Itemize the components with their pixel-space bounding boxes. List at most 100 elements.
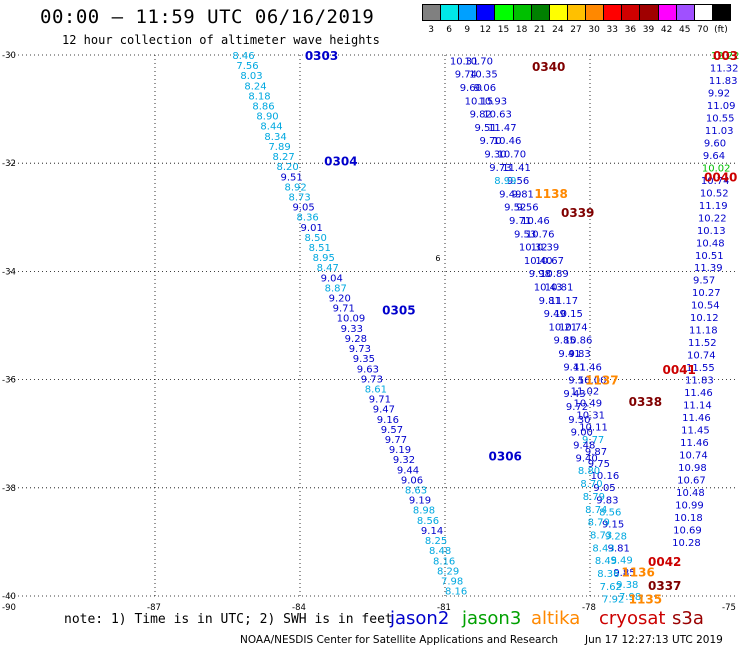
swh-value: 9.30 bbox=[484, 150, 506, 161]
legend-s3a: s3a bbox=[672, 608, 704, 629]
swh-value: 9.41 bbox=[563, 362, 585, 373]
swh-value: 10.27 bbox=[692, 288, 721, 299]
swh-value: 10.15 bbox=[465, 96, 494, 107]
swh-value: 8.86 bbox=[252, 102, 274, 113]
color-scale-label: 39 bbox=[642, 25, 655, 35]
color-scale-label: 36 bbox=[624, 25, 637, 35]
swh-value: 8.20 bbox=[276, 162, 298, 173]
pass-label: 0337 bbox=[648, 579, 681, 593]
swh-value: 8.16 bbox=[445, 587, 467, 598]
swh-value: 11.46 bbox=[682, 413, 711, 424]
swh-value: 9.04 bbox=[321, 273, 343, 284]
swh-value: 9.32 bbox=[393, 455, 415, 466]
swh-value: 10.70 bbox=[464, 56, 493, 67]
swh-value: 10.18 bbox=[674, 513, 703, 524]
swh-value: 11.83 bbox=[709, 76, 738, 87]
swh-value: 9.35 bbox=[353, 354, 375, 365]
swh-value: 10.55 bbox=[706, 113, 735, 124]
color-scale-label: 12 bbox=[479, 25, 492, 35]
color-scale-label: 3 bbox=[428, 25, 434, 35]
swh-value: 9.40 bbox=[576, 453, 598, 464]
swh-value: 10.52 bbox=[700, 188, 729, 199]
swh-value: 11.09 bbox=[707, 101, 736, 112]
swh-value: 9.71 bbox=[509, 216, 531, 227]
legend-altika: altika bbox=[531, 608, 581, 629]
swh-value: 9.74 bbox=[455, 70, 477, 81]
swh-value: 10.31 bbox=[450, 56, 479, 67]
chart-subtitle: 12 hour collection of altimeter wave hei… bbox=[62, 33, 380, 47]
y-tick-label: -40 bbox=[2, 592, 16, 602]
color-scale-label: 18 bbox=[515, 25, 528, 35]
swh-value: 9.60 bbox=[460, 83, 482, 94]
swh-value: 10.86 bbox=[564, 336, 593, 347]
swh-value: 10.11 bbox=[579, 423, 608, 434]
swh-value: 10.63 bbox=[483, 110, 512, 121]
chart-title: 00:00 – 11:59 UTC 06/16/2019 bbox=[40, 6, 375, 28]
swh-value: 10.48 bbox=[696, 238, 725, 249]
swh-value: 11.45 bbox=[681, 426, 710, 437]
swh-value: 8.80 bbox=[578, 466, 600, 477]
pass-label: 0306 bbox=[489, 449, 522, 463]
y-tick-label: -34 bbox=[2, 267, 16, 277]
swh-value: 8.03 bbox=[240, 71, 262, 82]
swh-value: 11.18 bbox=[689, 326, 718, 337]
pass-label: 0305 bbox=[382, 303, 415, 317]
swh-value: 8.92 bbox=[284, 182, 306, 193]
swh-value: 9.81 bbox=[608, 544, 630, 555]
swh-value: 8.79 bbox=[588, 518, 610, 529]
swh-value: 9.47 bbox=[373, 405, 395, 416]
swh-value: 8.70 bbox=[580, 479, 602, 490]
swh-value: 10.46 bbox=[493, 136, 522, 147]
color-swatch bbox=[711, 4, 731, 21]
swh-value: 8.63 bbox=[405, 486, 427, 497]
swh-value: 9.71 bbox=[333, 304, 355, 315]
swh-value: 8.47 bbox=[317, 263, 339, 274]
swh-value: 9.72 bbox=[566, 402, 588, 413]
swh-value: 10.67 bbox=[677, 475, 706, 486]
swh-value: 9.53 bbox=[514, 229, 536, 240]
swh-value: 8.51 bbox=[309, 243, 331, 254]
swh-value: 9.87 bbox=[585, 447, 607, 458]
swh-value: 8.74 bbox=[585, 505, 607, 516]
swh-value: 9.41 bbox=[558, 349, 580, 360]
swh-value: 8.43 bbox=[592, 543, 614, 554]
swh-value: 10.81 bbox=[545, 283, 574, 294]
swh-value: 9.77 bbox=[385, 435, 407, 446]
swh-value: 9.51 bbox=[280, 172, 302, 183]
swh-value: 10.40 bbox=[524, 256, 553, 267]
pass-label: 003 bbox=[713, 49, 738, 63]
pass-label: 1137 bbox=[585, 374, 618, 388]
swh-value: 9.38 bbox=[616, 580, 638, 591]
swh-value: 10.93 bbox=[479, 96, 508, 107]
swh-value: 10.51 bbox=[695, 251, 724, 262]
swh-value: 7.56 bbox=[236, 61, 258, 72]
legend-jason3: jason3 bbox=[462, 608, 522, 629]
swh-value: 8.56 bbox=[599, 507, 621, 518]
swh-value: 10.76 bbox=[526, 229, 555, 240]
swh-value: 8.90 bbox=[256, 112, 278, 123]
swh-value: 9.49 bbox=[610, 556, 632, 567]
swh-value: 11.17 bbox=[550, 296, 579, 307]
swh-value: 9.57 bbox=[381, 425, 403, 436]
swh-value: 9.73 bbox=[489, 163, 511, 174]
swh-value: 9.05 bbox=[293, 203, 315, 214]
swh-value: 10.15 bbox=[554, 309, 583, 320]
swh-value: 9.30 bbox=[568, 415, 590, 426]
pass-label: 0340 bbox=[532, 60, 565, 74]
swh-value: 11.47 bbox=[488, 123, 517, 134]
swh-value: 8.25 bbox=[425, 536, 447, 547]
color-scale-label: 27 bbox=[570, 25, 582, 35]
swh-value: 10.70 bbox=[497, 150, 526, 161]
swh-value: 9.85 bbox=[613, 568, 635, 579]
swh-value: 9.49 bbox=[499, 189, 521, 200]
swh-value: 8.34 bbox=[264, 132, 286, 143]
swh-value: 10.22 bbox=[698, 213, 727, 224]
swh-value: 10.02 bbox=[702, 163, 731, 174]
swh-value: 9.44 bbox=[397, 465, 419, 476]
swh-value: 10.35 bbox=[469, 70, 498, 81]
swh-value: 10.74 bbox=[701, 176, 730, 187]
credit-line: NOAA/NESDIS Center for Satellite Applica… bbox=[240, 634, 558, 646]
swh-value: 9.19 bbox=[409, 496, 431, 507]
swh-value: 10.32 bbox=[519, 243, 548, 254]
